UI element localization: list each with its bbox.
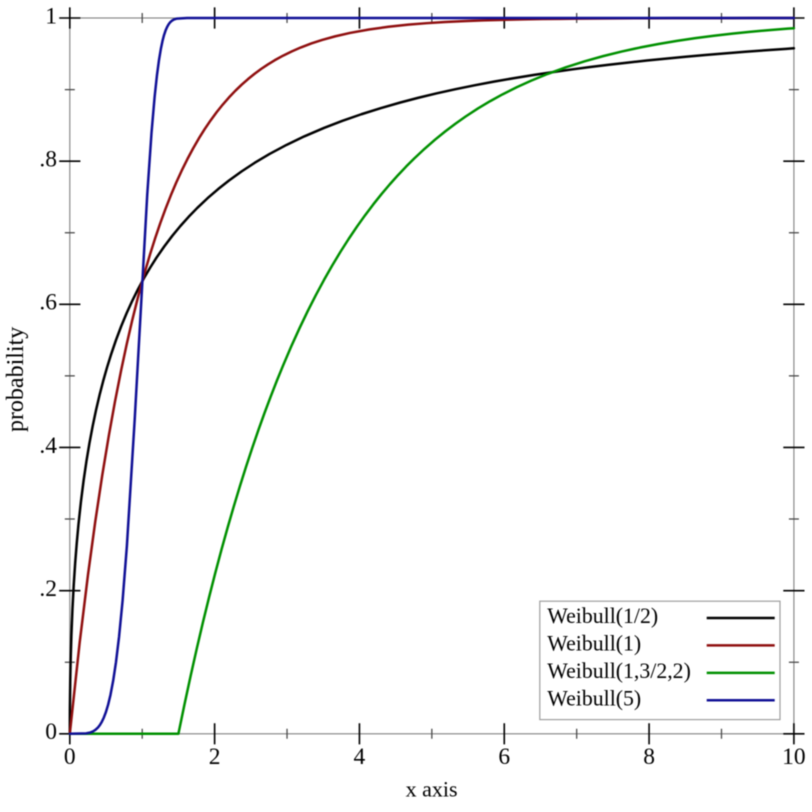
svg-text:0: 0 [45,719,57,745]
svg-text:.6: .6 [39,290,57,316]
svg-text:10: 10 [782,744,806,770]
svg-text:2: 2 [209,744,221,770]
svg-text:probability: probability [3,327,29,432]
svg-text:Weibull(1): Weibull(1) [547,631,641,655]
svg-text:0: 0 [64,744,76,770]
svg-text:Weibull(1,3/2,2): Weibull(1,3/2,2) [547,659,691,683]
svg-text:Weibull(1/2): Weibull(1/2) [547,604,658,628]
svg-text:8: 8 [643,744,655,770]
svg-text:.8: .8 [39,147,57,173]
svg-text:1: 1 [45,3,57,29]
svg-text:4: 4 [354,744,366,770]
svg-text:.4: .4 [39,433,57,459]
svg-text:.2: .2 [39,576,57,602]
svg-text:x axis: x axis [406,777,458,802]
svg-text:6: 6 [498,744,510,770]
svg-text:Weibull(5): Weibull(5) [547,686,641,710]
